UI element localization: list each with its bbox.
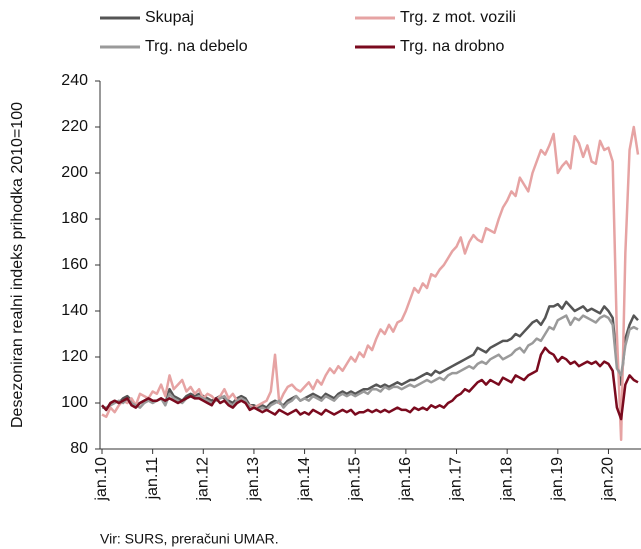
legend-label: Skupaj: [145, 9, 194, 26]
legend-label: Trg. z mot. vozili: [400, 9, 516, 26]
series-line: [101, 300, 639, 412]
legend-label: Trg. na debelo: [145, 38, 248, 55]
x-tick-label: jan.12: [195, 457, 212, 502]
x-tick-label: jan.17: [448, 457, 465, 502]
y-tick-label: 140: [61, 302, 88, 319]
y-tick-label: 120: [61, 348, 88, 365]
y-tick-label: 220: [61, 118, 88, 135]
series-line: [101, 346, 639, 421]
y-tick-label: 180: [61, 210, 88, 227]
x-tick-label: jan.15: [346, 457, 363, 502]
x-tick-label: jan.19: [549, 457, 566, 502]
x-tick-label: jan.20: [600, 457, 617, 502]
source-note: Vir: SURS, preračuni UMAR.: [100, 531, 279, 547]
x-tick-label: jan.16: [397, 457, 414, 502]
x-tick-label: jan.18: [498, 457, 515, 502]
y-tick-label: 100: [61, 394, 88, 411]
y-tick-label: 160: [61, 256, 88, 273]
x-tick-label: jan.13: [245, 457, 262, 502]
x-tick-label: jan.11: [144, 457, 161, 501]
series-line: [101, 125, 640, 442]
x-tick-label: jan.14: [296, 457, 313, 502]
y-tick-label: 240: [61, 72, 88, 89]
x-tick-label: jan.10: [93, 457, 110, 502]
y-tick-label: 200: [61, 164, 88, 181]
y-tick-label: 80: [70, 440, 88, 457]
y-axis-title: Desezoniran realni indeks prihodka 2010=…: [9, 102, 26, 428]
legend-label: Trg. na drobno: [400, 38, 504, 55]
